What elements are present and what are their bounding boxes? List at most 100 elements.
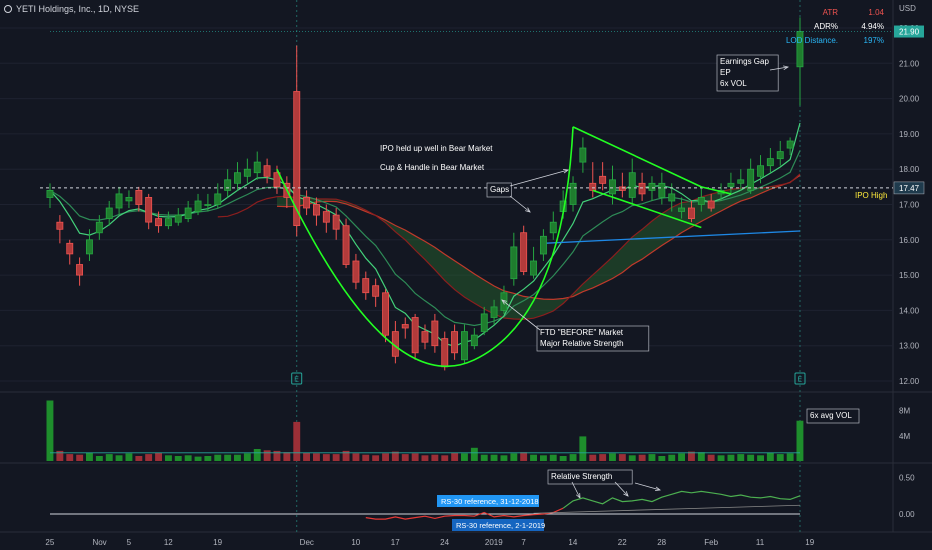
candle-body bbox=[322, 211, 330, 223]
candle-body bbox=[362, 278, 370, 294]
volume-bar bbox=[105, 454, 113, 461]
candle-body bbox=[214, 193, 222, 205]
volume-bar bbox=[46, 400, 54, 461]
ema-slow-line bbox=[49, 150, 801, 327]
y-tick-label: 12.00 bbox=[899, 377, 920, 386]
volume-bar bbox=[283, 452, 291, 461]
candle-body bbox=[95, 221, 103, 234]
volume-bar bbox=[559, 456, 567, 461]
volume-bar bbox=[470, 447, 478, 461]
last-price-badge bbox=[894, 25, 924, 38]
volume-bar bbox=[401, 454, 409, 461]
candle-body bbox=[737, 179, 745, 184]
earnings-marker-text: E bbox=[798, 377, 803, 384]
candle-body bbox=[648, 182, 656, 191]
volume-bar bbox=[95, 456, 103, 461]
candle-body bbox=[589, 182, 597, 191]
rs-reference-line bbox=[533, 504, 801, 514]
candle-body bbox=[727, 182, 735, 188]
rs-line-negative bbox=[365, 507, 564, 520]
candle-body bbox=[688, 207, 695, 220]
rs-tick-label: 0.00 bbox=[899, 510, 915, 519]
volume-bar bbox=[56, 450, 64, 461]
x-tick-label: 14 bbox=[568, 538, 577, 547]
volume-bar bbox=[490, 454, 498, 461]
candle-body bbox=[766, 158, 774, 167]
volume-bar bbox=[461, 453, 468, 461]
volume-bar bbox=[194, 456, 202, 461]
volume-bar bbox=[530, 454, 537, 461]
candle-body bbox=[174, 214, 182, 223]
volume-bar bbox=[786, 453, 794, 461]
arrow-gaps-1-head bbox=[562, 168, 569, 174]
stat-label: ADR% bbox=[814, 22, 838, 31]
candle-body bbox=[184, 207, 192, 220]
volume-bar bbox=[234, 454, 241, 461]
x-tick-label: Dec bbox=[300, 538, 314, 547]
volume-bar bbox=[648, 454, 656, 461]
candle-body bbox=[520, 232, 528, 272]
candle-body bbox=[66, 242, 74, 255]
arrow-earnings-head bbox=[783, 65, 790, 71]
candle-body bbox=[658, 182, 666, 198]
candle-body bbox=[757, 165, 764, 177]
volume-bar bbox=[717, 455, 725, 461]
candle-body bbox=[155, 218, 162, 227]
volume-bar bbox=[549, 454, 557, 461]
volume-bar bbox=[372, 455, 380, 461]
volume-bar bbox=[678, 453, 685, 461]
gaps-note-text: Gaps bbox=[490, 185, 509, 194]
volume-bar bbox=[776, 454, 784, 461]
volume-bar bbox=[757, 455, 764, 461]
x-tick-label: 19 bbox=[213, 538, 222, 547]
blue-trend-line bbox=[543, 230, 801, 244]
volume-bar bbox=[520, 452, 528, 461]
candle-body bbox=[609, 179, 616, 195]
volume-bar bbox=[66, 454, 74, 461]
x-tick-label: 17 bbox=[391, 538, 400, 547]
candle-body bbox=[263, 165, 271, 177]
earnings-marker-box bbox=[291, 372, 303, 385]
candle-body bbox=[125, 196, 133, 202]
candle-body bbox=[145, 196, 153, 223]
chart-header: YETI Holdings, Inc., 1D, NYSE bbox=[4, 4, 139, 14]
stat-label: ATR bbox=[823, 8, 839, 17]
ftd-note-box bbox=[536, 325, 650, 352]
volume-bar bbox=[569, 454, 577, 461]
arrow-rs-3-head bbox=[654, 486, 661, 492]
volume-bar bbox=[293, 421, 301, 461]
candle-body bbox=[549, 221, 557, 234]
x-tick-label: 2019 bbox=[485, 538, 503, 547]
volume-bar bbox=[727, 454, 735, 461]
symbol-dot-icon bbox=[4, 5, 12, 13]
volume-tick-label: 4M bbox=[899, 432, 910, 441]
arrow-gaps-2 bbox=[509, 195, 531, 213]
candle-body bbox=[451, 331, 458, 354]
volume-bar bbox=[174, 456, 182, 461]
earnings-marker-text: E bbox=[294, 377, 299, 384]
candle-body bbox=[243, 168, 251, 177]
volume-bar bbox=[510, 453, 518, 461]
x-tick-label: 12 bbox=[164, 538, 173, 547]
volume-bar bbox=[628, 455, 636, 461]
candle-body bbox=[411, 317, 419, 354]
candle-body bbox=[224, 179, 232, 191]
currency-label: USD bbox=[899, 4, 916, 13]
rs-reference-label: RS-30 reference, 2-1-2019 bbox=[456, 521, 545, 530]
rs-note-box bbox=[547, 469, 633, 485]
volume-bar bbox=[342, 450, 350, 461]
candle-body bbox=[312, 204, 320, 216]
candle-body bbox=[303, 196, 310, 209]
candle-body bbox=[372, 285, 380, 297]
earnings-note-text: Earnings Gap bbox=[720, 57, 769, 66]
volume-tick-label: 8M bbox=[899, 407, 910, 416]
rs-line-positive bbox=[562, 490, 801, 509]
ftd-note-text: Major Relative Strength bbox=[540, 339, 624, 348]
volume-bar bbox=[658, 456, 666, 461]
candle-body bbox=[293, 91, 301, 227]
volume-bar bbox=[135, 456, 143, 461]
candle-body bbox=[490, 306, 498, 318]
last-price-label: 21.90 bbox=[899, 28, 920, 37]
volume-bar bbox=[589, 454, 597, 461]
